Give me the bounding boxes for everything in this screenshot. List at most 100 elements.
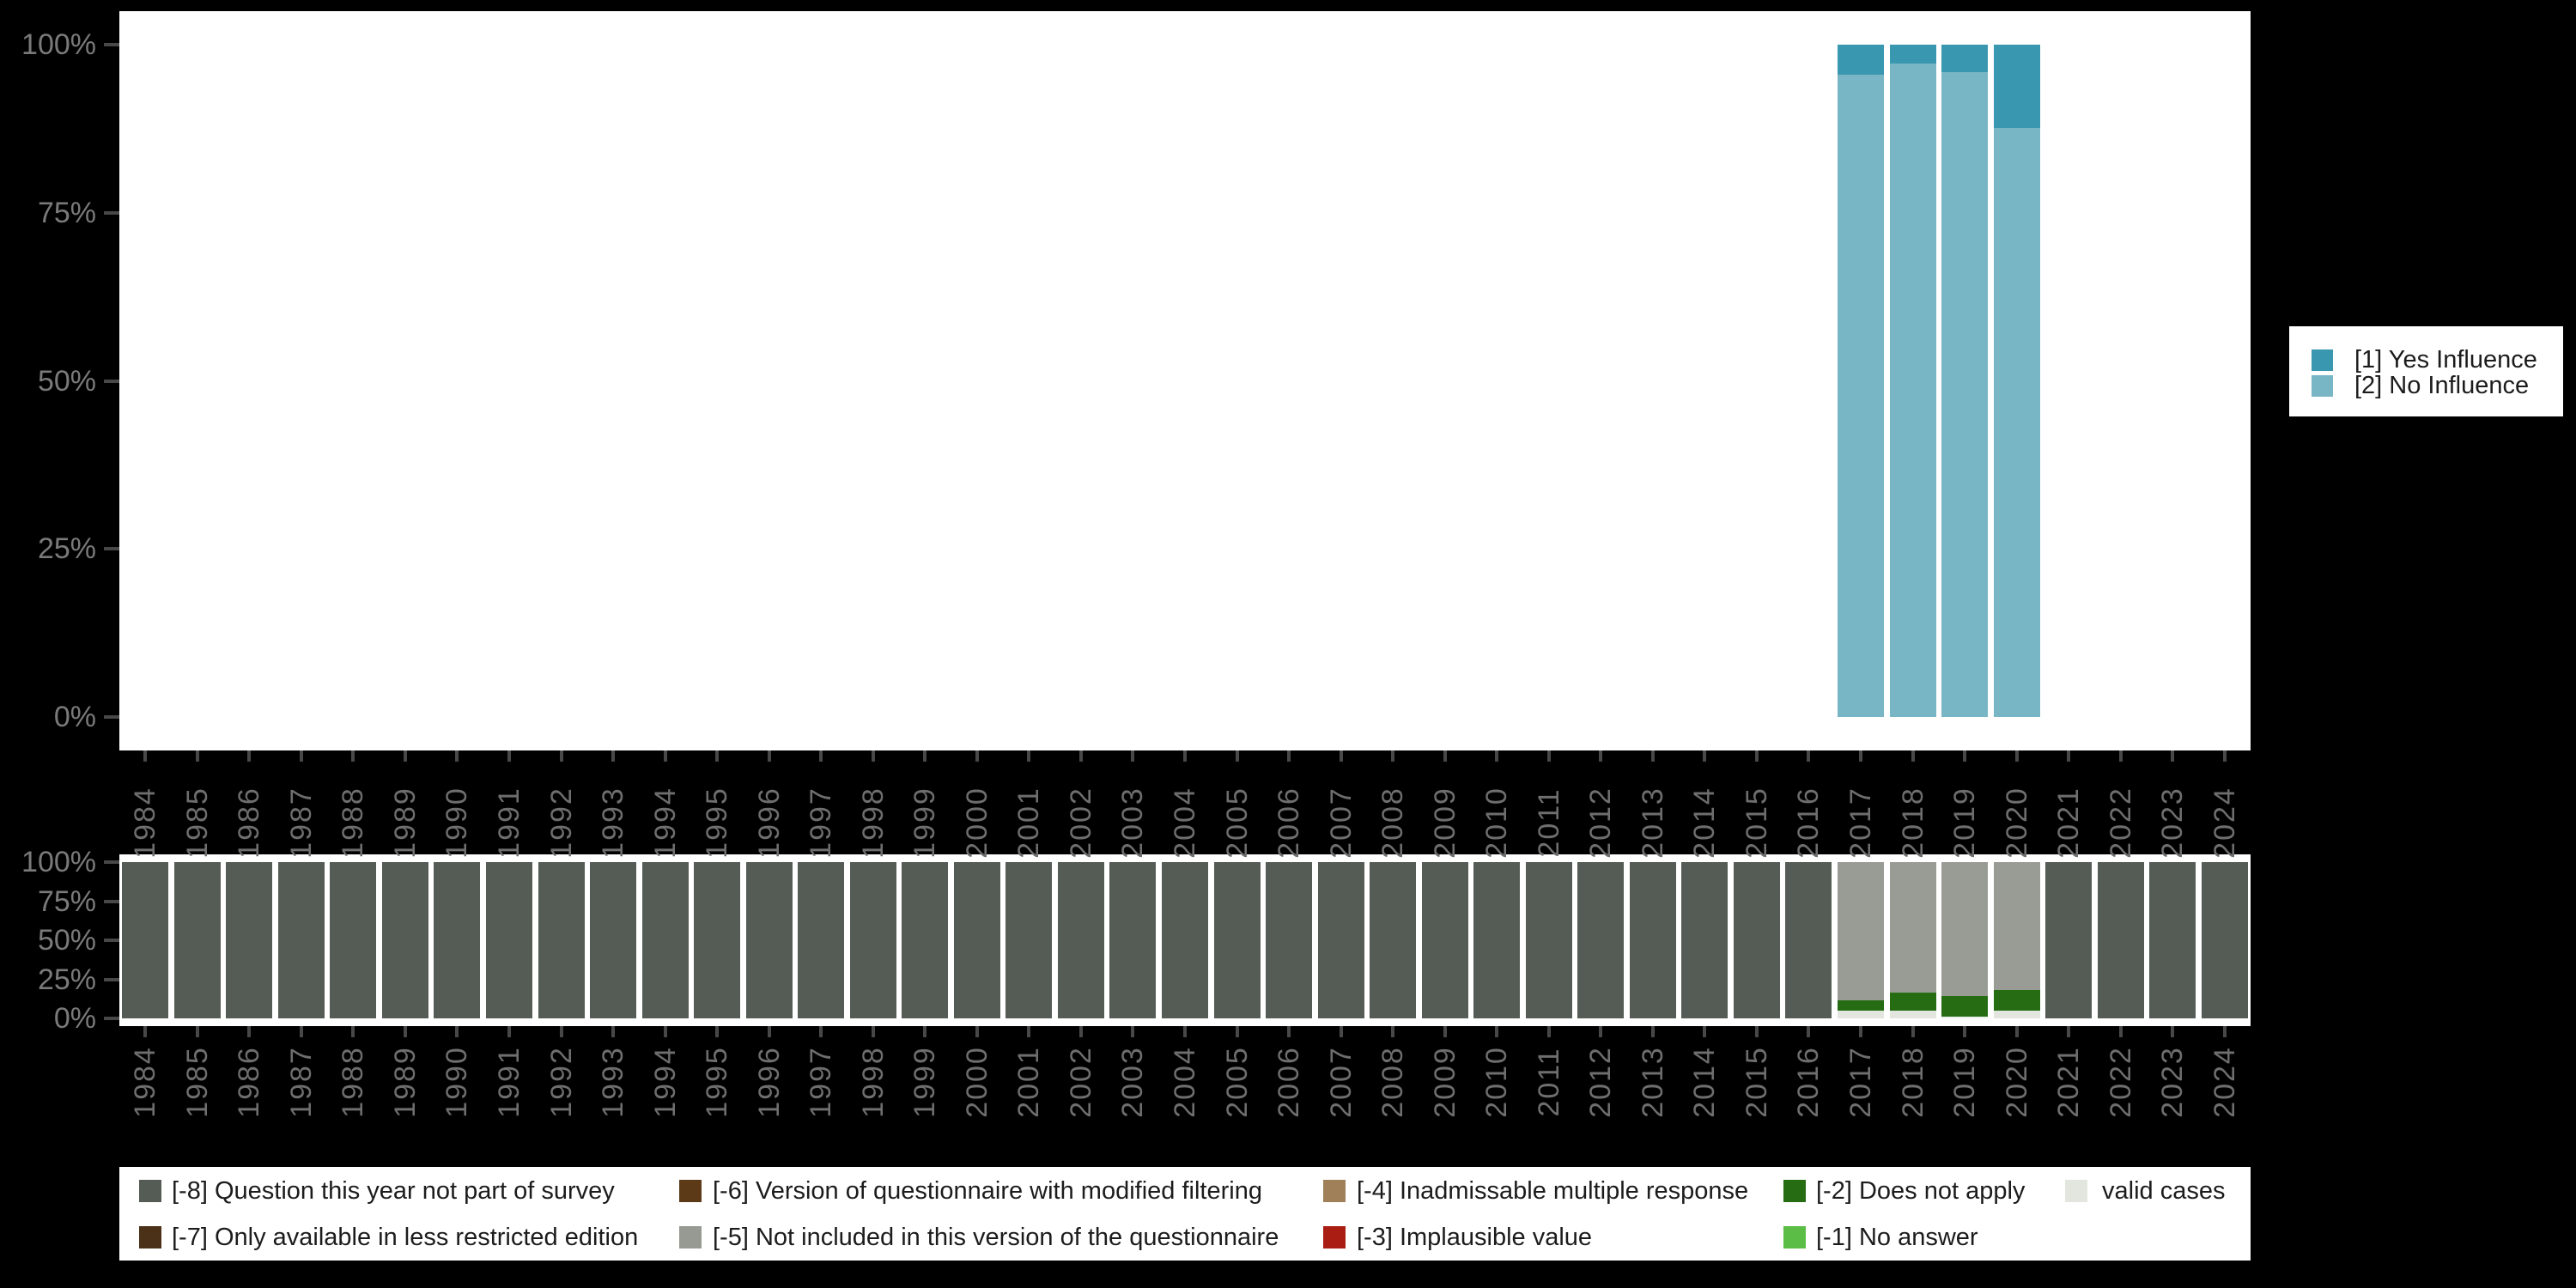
x-axis-tick [1183, 1026, 1187, 1037]
bar-segment-answers-2018 [1890, 64, 1936, 717]
x-axis-tick [455, 1026, 459, 1037]
x-axis-year-label-2003: 2003 [1116, 1046, 1149, 1118]
x-axis-tick [196, 750, 199, 762]
x-axis-year-label-1985: 1985 [181, 1046, 214, 1118]
x-axis-tick [1236, 1026, 1239, 1037]
y-axis-tick-label: 75% [37, 885, 96, 918]
x-axis-tick [300, 750, 303, 762]
x-axis-year-label-2006: 2006 [1273, 1046, 1305, 1118]
x-axis-tick [715, 1026, 719, 1037]
bar-segment-missings-2000 [954, 862, 1000, 1018]
x-axis-year-label-2000: 2000 [961, 1046, 993, 1118]
bar-segment-missings-2003 [1109, 862, 1156, 1018]
x-axis-tick [143, 750, 147, 762]
y-axis-tick [104, 978, 119, 981]
x-axis-tick [664, 750, 667, 762]
x-axis-tick [143, 1026, 147, 1037]
bar-segment-missings-1997 [798, 862, 844, 1018]
legend-swatch-5-not-included-in-this-version-of-the-questionnaire [679, 1226, 702, 1249]
x-axis-tick [1807, 750, 1810, 762]
x-axis-year-label-2021: 2021 [2052, 1046, 2085, 1118]
x-axis-tick [611, 750, 615, 762]
legend-label-7-only-available-in-less-restricted-edition: [-7] Only available in less restricted e… [172, 1224, 639, 1251]
bar-segment-missings-2018 [1890, 862, 1936, 993]
x-axis-year-label-2019: 2019 [1948, 1046, 1981, 1118]
x-axis-tick [872, 750, 875, 762]
bar-segment-missings-2020 [1994, 1011, 2040, 1018]
x-axis-tick [2223, 1026, 2227, 1037]
bar-segment-missings-1992 [538, 862, 585, 1018]
y-axis-tick-label: 0% [53, 701, 96, 733]
x-axis-tick [1963, 750, 1966, 762]
x-axis-tick [1236, 750, 1239, 762]
x-axis-tick [1131, 1026, 1134, 1037]
x-axis-tick [351, 1026, 355, 1037]
legend-swatch-8-question-this-year-not-part-of-survey [139, 1180, 161, 1202]
bar-segment-missings-2023 [2149, 862, 2196, 1018]
x-axis-tick [1807, 1026, 1810, 1037]
y-axis-tick [104, 1017, 119, 1020]
bar-segment-missings-2005 [1214, 862, 1261, 1018]
x-axis-tick [1755, 750, 1759, 762]
x-axis-tick [819, 1026, 823, 1037]
x-axis-year-label-2020: 2020 [2001, 1046, 2033, 1118]
x-axis-tick [351, 750, 355, 762]
x-axis-year-label-1987: 1987 [285, 1046, 318, 1118]
bar-segment-missings-2018 [1890, 993, 1936, 1011]
bar-segment-missings-2017 [1838, 1011, 1884, 1018]
x-axis-year-label-1994: 1994 [649, 1046, 682, 1118]
x-axis-year-label-1989: 1989 [389, 1046, 422, 1118]
y-axis-tick-label: 0% [53, 1002, 96, 1035]
x-axis-tick [975, 1026, 979, 1037]
y-axis-tick [104, 860, 119, 864]
x-axis-tick [247, 1026, 251, 1037]
x-axis-year-label-2017: 2017 [1844, 1046, 1877, 1118]
x-axis-year-label-1998: 1998 [857, 1046, 890, 1118]
bar-segment-missings-2010 [1473, 862, 1520, 1018]
bar-segment-missings-1985 [174, 862, 221, 1018]
x-axis-tick [1859, 1026, 1862, 1037]
bar-segment-missings-2017 [1838, 1000, 1884, 1011]
x-axis-tick [1495, 750, 1498, 762]
x-axis-tick [404, 1026, 407, 1037]
y-axis-tick-label: 75% [37, 197, 96, 229]
bar-segment-missings-2016 [1785, 862, 1832, 1018]
bar-segment-missings-1991 [486, 862, 532, 1018]
bar-segment-missings-2012 [1577, 862, 1624, 1018]
bar-segment-missings-1989 [382, 862, 428, 1018]
x-axis-tick [1963, 1026, 1966, 1037]
x-axis-tick [1079, 1026, 1083, 1037]
y-axis-tick [104, 715, 119, 719]
y-axis-tick-label: 25% [37, 532, 96, 565]
bar-segment-missings-2015 [1734, 862, 1780, 1018]
x-axis-tick [196, 1026, 199, 1037]
bar-segment-missings-2013 [1630, 862, 1676, 1018]
x-axis-year-label-1984: 1984 [129, 1046, 161, 1118]
x-axis-tick [1599, 1026, 1602, 1037]
bar-segment-missings-2004 [1162, 862, 1208, 1018]
x-axis-year-label-1986: 1986 [233, 1046, 265, 1118]
x-axis-year-label-2018: 2018 [1897, 1046, 1929, 1118]
x-axis-tick [2119, 750, 2123, 762]
bar-segment-missings-2024 [2202, 862, 2248, 1018]
y-axis-tick-label: 100% [21, 28, 96, 61]
x-axis-year-label-2007: 2007 [1325, 1046, 1358, 1118]
x-axis-tick [1547, 1026, 1551, 1037]
x-axis-tick [1027, 1026, 1030, 1037]
bar-segment-answers-2017 [1838, 75, 1884, 717]
x-axis-year-label-1999: 1999 [908, 1046, 941, 1118]
x-axis-tick [2015, 750, 2019, 762]
x-axis-tick [768, 750, 771, 762]
bar-segment-missings-2017 [1838, 862, 1884, 1000]
legend-swatch-7-only-available-in-less-restricted-edition [139, 1226, 161, 1249]
x-axis-year-label-2014: 2014 [1688, 1046, 1721, 1118]
x-axis-tick [1911, 750, 1915, 762]
x-axis-tick [1651, 1026, 1655, 1037]
x-axis-year-label-2008: 2008 [1376, 1046, 1409, 1118]
x-axis-tick [1391, 1026, 1394, 1037]
legend-swatch-valid-cases [2065, 1180, 2087, 1202]
bar-segment-missings-1996 [746, 862, 793, 1018]
x-axis-tick [1287, 1026, 1291, 1037]
x-axis-year-label-1997: 1997 [805, 1046, 837, 1118]
